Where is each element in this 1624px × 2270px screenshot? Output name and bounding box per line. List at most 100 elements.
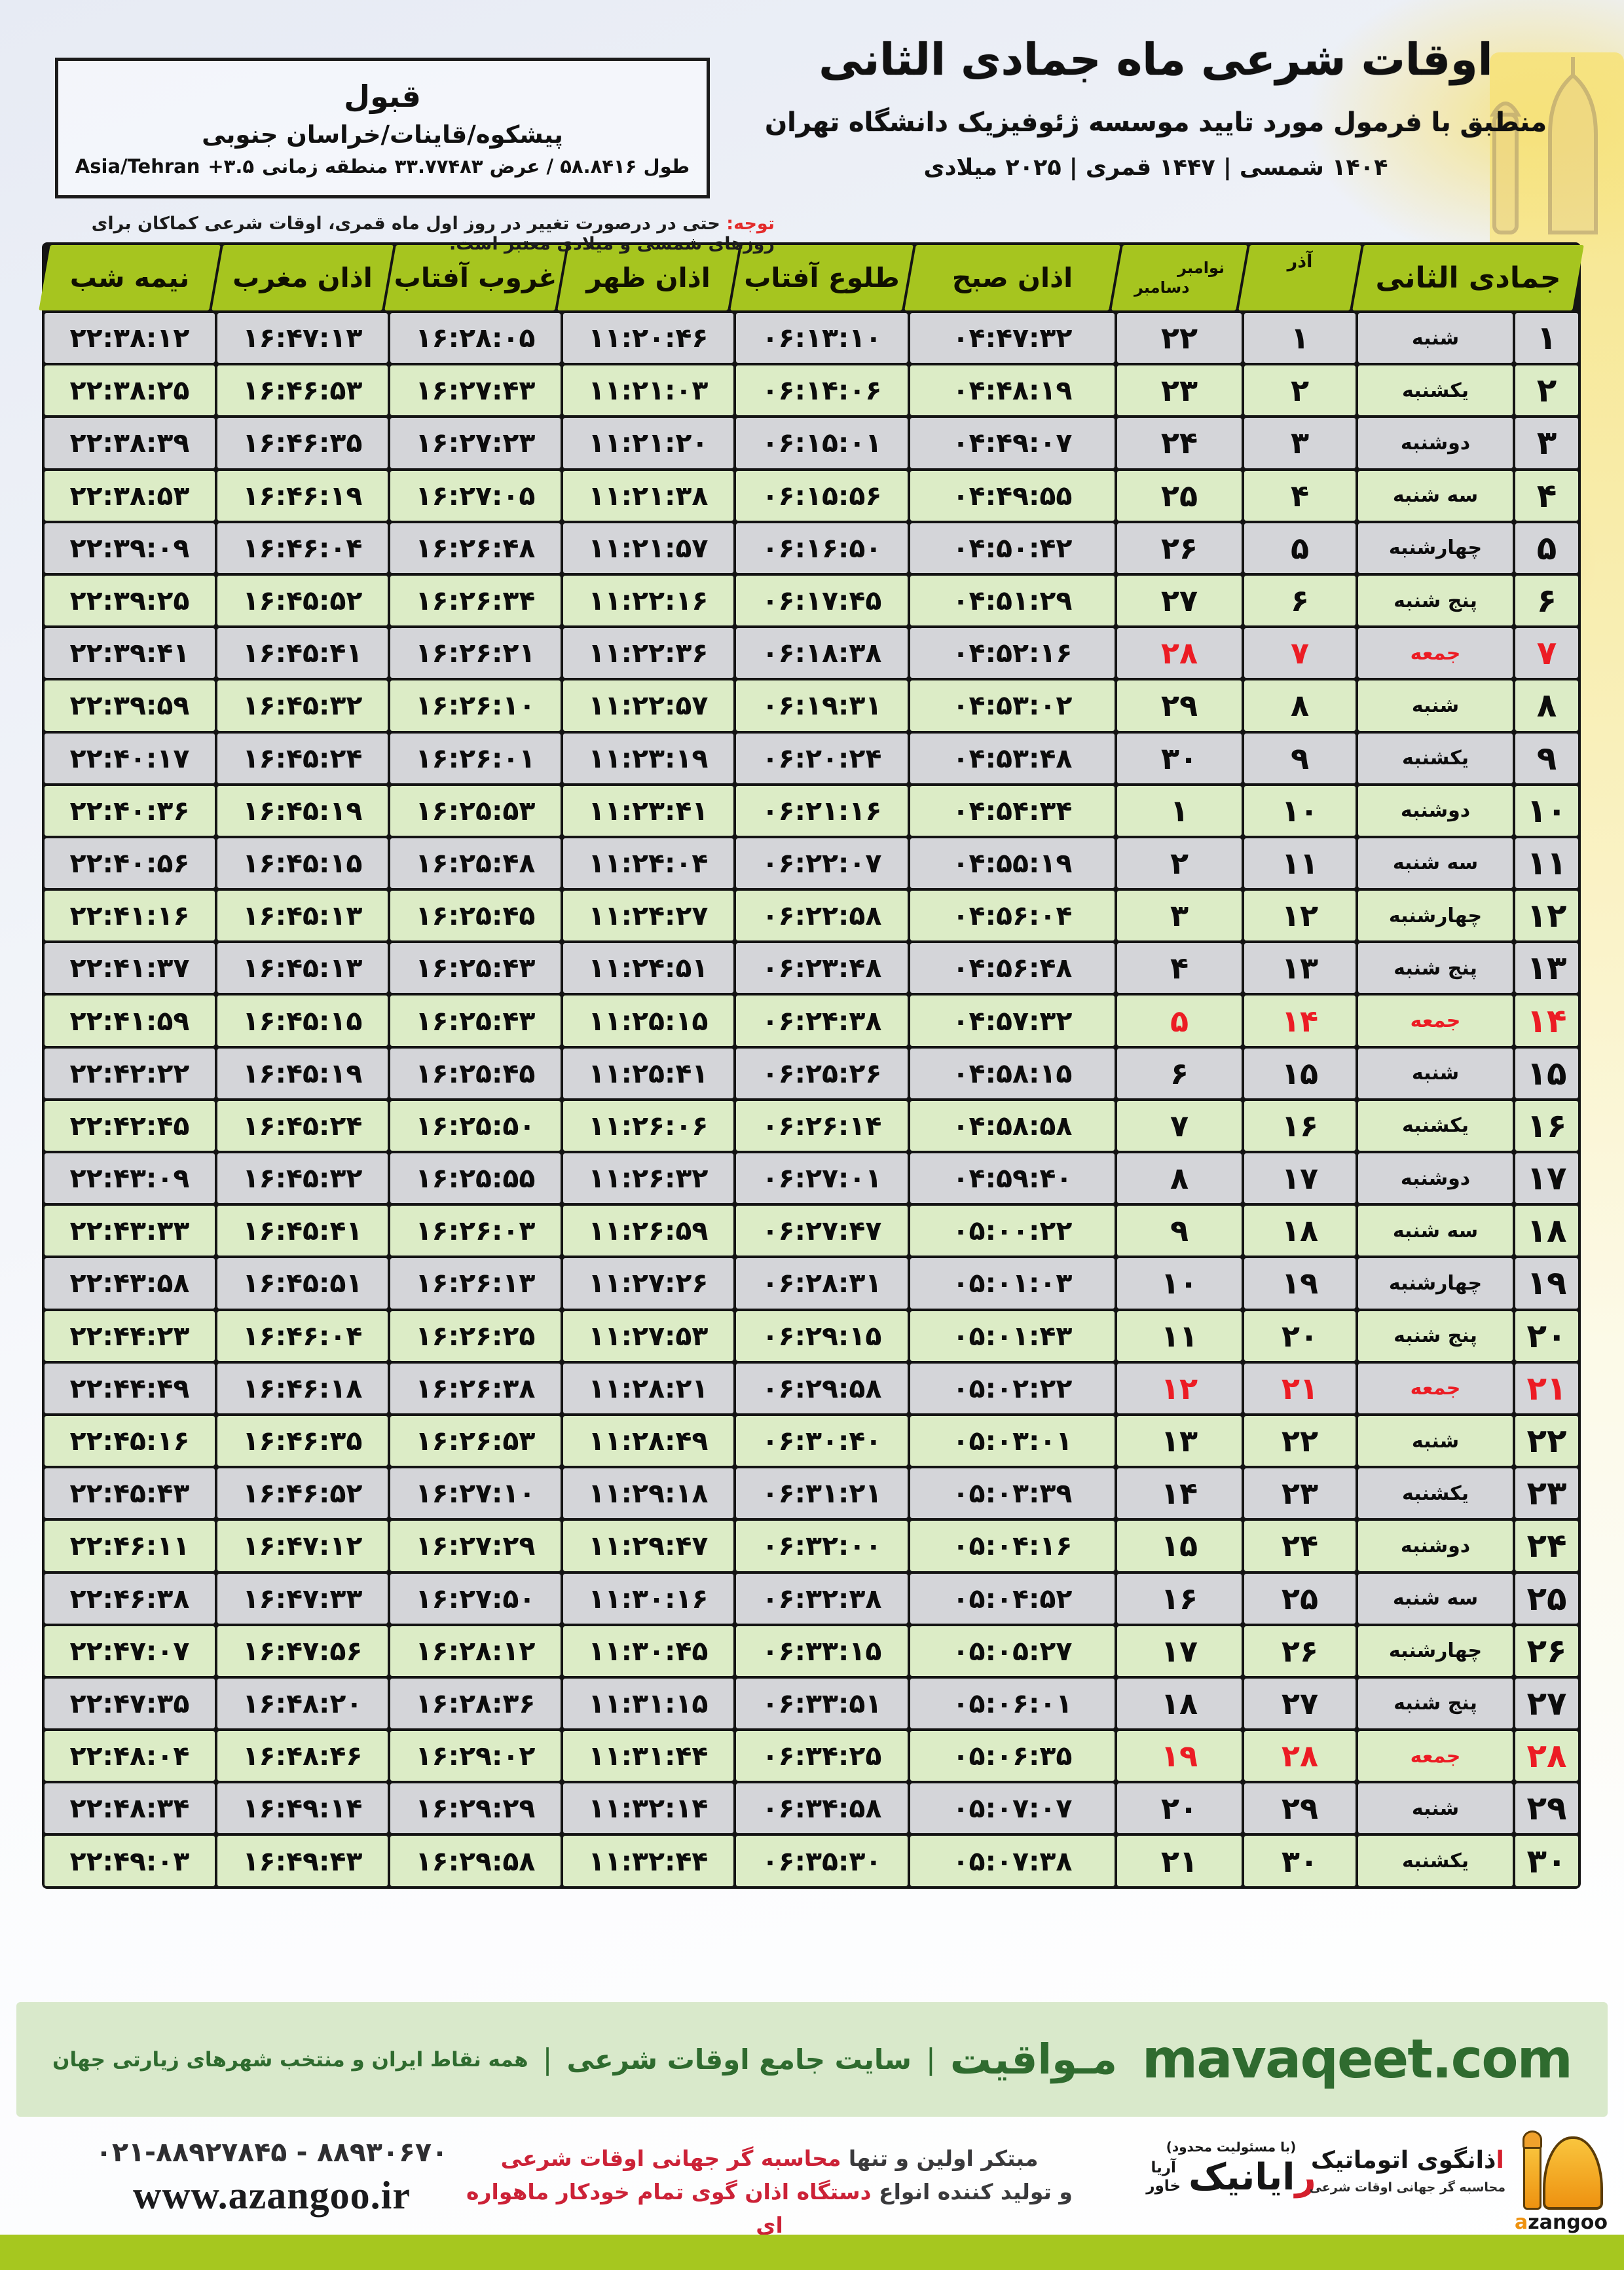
fajr-time: ۰۴:۴۸:۱۹ <box>910 365 1115 416</box>
lunar-day-number: ۴ <box>1515 470 1578 521</box>
slogan-line1: مبتکر اولین و تنها محاسبه گر جهانی اوقات… <box>458 2142 1080 2175</box>
sunrise-time: ۰۶:۳۱:۲۱ <box>736 1468 908 1519</box>
sunrise-time: ۰۶:۳۳:۵۱ <box>736 1678 908 1729</box>
dhuhr-time: ۱۱:۲۵:۴۱ <box>563 1048 733 1098</box>
sunrise-time: ۰۶:۱۳:۱۰ <box>736 313 908 363</box>
timezone-offset: +۳.۵ <box>208 155 255 177</box>
fajr-time: ۰۵:۰۷:۰۷ <box>910 1783 1115 1834</box>
azar-day-number: ۱۷ <box>1244 1153 1356 1204</box>
lunar-day-number: ۱ <box>1515 313 1578 363</box>
top-right-glow <box>1310 0 1624 262</box>
lunar-day-number: ۳ <box>1515 418 1578 468</box>
fajr-time: ۰۴:۴۷:۳۲ <box>910 313 1115 363</box>
midnight-time: ۲۲:۴۵:۴۳ <box>45 1468 215 1519</box>
fajr-time: ۰۴:۵۸:۵۸ <box>910 1100 1115 1151</box>
dhuhr-time: ۱۱:۲۳:۴۱ <box>563 785 733 836</box>
fajr-time: ۰۴:۵۶:۰۴ <box>910 891 1115 941</box>
midnight-time: ۲۲:۳۸:۳۹ <box>45 418 215 468</box>
midnight-time: ۲۲:۴۳:۰۹ <box>45 1153 215 1204</box>
maghrib-time: ۱۶:۴۶:۵۳ <box>217 365 388 416</box>
maghrib-time: ۱۶:۴۶:۱۹ <box>217 470 388 521</box>
gregorian-day-number: ۱۱ <box>1117 1311 1242 1361</box>
sunset-time: ۱۶:۲۷:۰۵ <box>390 470 561 521</box>
maghrib-time: ۱۶:۴۶:۳۵ <box>217 418 388 468</box>
azangoo-latin-rest: zangoo <box>1528 2211 1608 2234</box>
dhuhr-time: ۱۱:۲۰:۴۶ <box>563 313 733 363</box>
slogan-line2-dark: و تولید کننده انواع <box>879 2179 1073 2205</box>
azar-day-number: ۳۰ <box>1244 1836 1356 1886</box>
fajr-time: ۰۴:۵۵:۱۹ <box>910 838 1115 889</box>
weekday-name: جمعه <box>1358 1363 1513 1413</box>
sunrise-time: ۰۶:۱۵:۰۱ <box>736 418 908 468</box>
rayanik-sub-top: آریا <box>1151 2159 1176 2176</box>
sunset-time: ۱۶:۲۵:۴۵ <box>390 1048 561 1098</box>
dhuhr-time: ۱۱:۲۹:۱۸ <box>563 1468 733 1519</box>
azar-day-number: ۳ <box>1244 418 1356 468</box>
azar-day-number: ۲۶ <box>1244 1626 1356 1676</box>
lunar-day-number: ۱۳ <box>1515 943 1578 994</box>
midnight-time: ۲۲:۴۰:۱۷ <box>45 733 215 783</box>
midnight-time: ۲۲:۳۸:۵۳ <box>45 470 215 521</box>
sunset-time: ۱۶:۲۵:۵۳ <box>390 785 561 836</box>
dhuhr-time: ۱۱:۳۲:۴۴ <box>563 1836 733 1886</box>
sunrise-time: ۰۶:۳۳:۱۵ <box>736 1626 908 1676</box>
sunrise-time: ۰۶:۱۹:۳۱ <box>736 680 908 731</box>
midnight-time: ۲۲:۳۹:۰۹ <box>45 523 215 573</box>
weekday-name: سه شنبه <box>1358 838 1513 889</box>
midnight-time: ۲۲:۴۳:۵۸ <box>45 1258 215 1309</box>
sunset-time: ۱۶:۲۷:۱۰ <box>390 1468 561 1519</box>
fajr-time: ۰۵:۰۰:۲۲ <box>910 1206 1115 1256</box>
dhuhr-time: ۱۱:۲۷:۵۳ <box>563 1311 733 1361</box>
sunrise-time: ۰۶:۳۰:۴۰ <box>736 1415 908 1466</box>
fajr-time: ۰۵:۰۳:۰۱ <box>910 1415 1115 1466</box>
gregorian-day-number: ۲۹ <box>1117 680 1242 731</box>
lunar-day-number: ۱۴ <box>1515 995 1578 1046</box>
sunset-time: ۱۶:۲۶:۱۳ <box>390 1258 561 1309</box>
location-city: قبول <box>344 79 421 114</box>
azar-day-number: ۱۵ <box>1244 1048 1356 1098</box>
lunar-day-number: ۲۵ <box>1515 1573 1578 1624</box>
maghrib-time: ۱۶:۴۶:۰۴ <box>217 1311 388 1361</box>
weekday-name: پنج شنبه <box>1358 1678 1513 1729</box>
maghrib-time: ۱۶:۴۷:۳۳ <box>217 1573 388 1624</box>
sunset-time: ۱۶:۲۵:۴۳ <box>390 943 561 994</box>
lunar-day-number: ۲۲ <box>1515 1415 1578 1466</box>
sunset-time: ۱۶:۲۵:۴۵ <box>390 891 561 941</box>
weekday-name: سه شنبه <box>1358 470 1513 521</box>
sunrise-time: ۰۶:۳۵:۳۰ <box>736 1836 908 1886</box>
rayanik-wordmark: رایانیک آریا خاور <box>1090 2156 1372 2199</box>
column-header-gregorian: نوامبر دسامبر <box>1117 245 1242 310</box>
weekday-name: یکشنبه <box>1358 365 1513 416</box>
azar-day-number: ۲۰ <box>1244 1311 1356 1361</box>
sunset-time: ۱۶:۲۵:۴۳ <box>390 995 561 1046</box>
lunar-day-number: ۲۰ <box>1515 1311 1578 1361</box>
maghrib-time: ۱۶:۴۵:۳۲ <box>217 1153 388 1204</box>
dhuhr-time: ۱۱:۲۲:۱۶ <box>563 575 733 626</box>
page-title: اوقات شرعی ماه جمادی الثانی <box>819 34 1493 85</box>
weekday-name: شنبه <box>1358 1048 1513 1098</box>
midnight-time: ۲۲:۴۴:۲۳ <box>45 1311 215 1361</box>
gregorian-day-number: ۸ <box>1117 1153 1242 1204</box>
gregorian-day-number: ۲۶ <box>1117 523 1242 573</box>
azar-day-number: ۲۷ <box>1244 1678 1356 1729</box>
sunrise-time: ۰۶:۱۵:۵۶ <box>736 470 908 521</box>
midnight-time: ۲۲:۴۱:۱۶ <box>45 891 215 941</box>
lunar-day-number: ۱۹ <box>1515 1258 1578 1309</box>
maghrib-time: ۱۶:۴۷:۵۶ <box>217 1626 388 1676</box>
column-header-december: دسامبر <box>1134 278 1190 297</box>
dhuhr-time: ۱۱:۲۶:۵۹ <box>563 1206 733 1256</box>
column-header-maghrib: اذان مغرب <box>217 245 388 310</box>
midnight-time: ۲۲:۴۷:۰۷ <box>45 1626 215 1676</box>
sunset-time: ۱۶:۲۹:۲۹ <box>390 1783 561 1834</box>
midnight-time: ۲۲:۴۶:۱۱ <box>45 1521 215 1571</box>
timezone-name: Asia/Tehran <box>75 155 200 177</box>
fajr-time: ۰۵:۰۱:۴۳ <box>910 1311 1115 1361</box>
weekday-name: شنبه <box>1358 680 1513 731</box>
mavaqeet-tagline: مـواقیت | سایت جامع اوقات شرعی | همه نقا… <box>52 2036 1117 2083</box>
fajr-time: ۰۴:۵۶:۴۸ <box>910 943 1115 994</box>
sunset-time: ۱۶:۲۶:۱۰ <box>390 680 561 731</box>
maghrib-time: ۱۶:۴۵:۱۵ <box>217 838 388 889</box>
sunset-time: ۱۶:۲۵:۴۸ <box>390 838 561 889</box>
notice-line: توجه: حتی در درصورت تغییر در روز اول ماه… <box>58 214 775 254</box>
